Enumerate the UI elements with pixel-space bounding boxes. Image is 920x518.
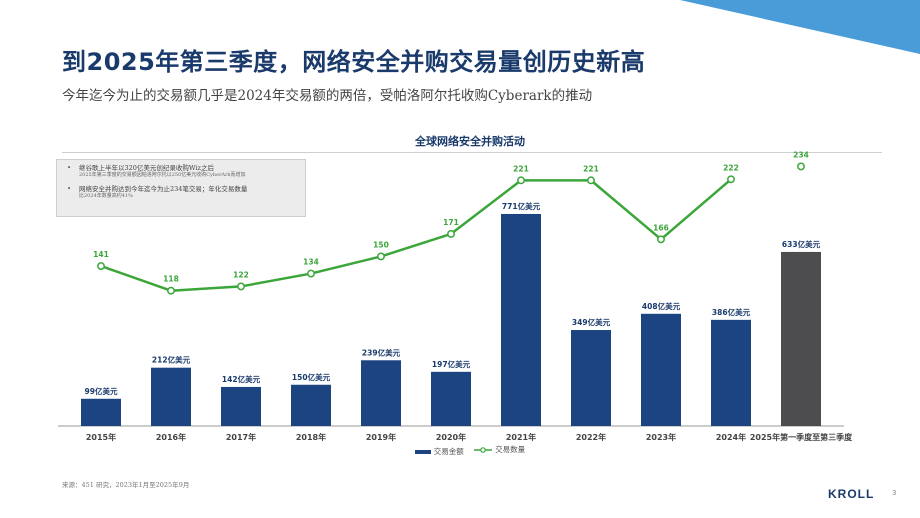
- chart-legend: 交易金额 交易数量: [0, 444, 920, 457]
- bar-value-label: 197亿美元: [432, 359, 471, 369]
- kroll-logo: KROLL: [828, 487, 875, 501]
- bar-value-label: 386亿美元: [712, 307, 751, 317]
- x-tick-label: 2019年: [366, 432, 396, 442]
- legend-label-count: 交易数量: [495, 445, 526, 454]
- notes-box: 继谷歌上半年以320亿美元创纪录收购Wiz之后 2025年第三季度的交易额因帕洛…: [56, 159, 306, 217]
- bar: [641, 313, 681, 426]
- bar-value-label: 239亿美元: [362, 347, 401, 357]
- bar: [361, 360, 401, 426]
- x-tick-label: 2015年: [86, 432, 116, 442]
- x-tick-label: 2018年: [296, 432, 326, 442]
- bar-value-label: 408亿美元: [642, 301, 681, 311]
- bar-value-label: 349亿美元: [572, 317, 611, 327]
- note-sub: 比2024年数量高约41%: [79, 193, 133, 199]
- bar: [221, 386, 261, 426]
- x-tick-label: 2022年: [576, 432, 606, 442]
- count-value-label: 122: [233, 270, 249, 279]
- x-tick-label: 2017年: [226, 432, 256, 442]
- bar: [151, 367, 191, 426]
- legend-entry-count: 交易数量: [474, 444, 525, 455]
- note-item: 网络安全并购达到今年迄今为止234笔交易；年化交易数量 比2024年数量高约41…: [65, 185, 297, 200]
- bar: [781, 251, 821, 426]
- bar-value-label: 99亿美元: [85, 386, 118, 396]
- count-line: [100, 178, 732, 292]
- count-value-label: 171: [443, 218, 459, 227]
- count-value-label: 118: [163, 275, 179, 284]
- bar: [571, 330, 611, 426]
- x-tick-label: 2024年: [716, 432, 746, 442]
- count-point: [377, 252, 385, 261]
- bar-value-label: 771亿美元: [502, 201, 541, 211]
- x-tick-label: 2016年: [156, 432, 186, 442]
- corner-accent-polygon: [680, 0, 920, 54]
- count-value-label: 134: [303, 258, 319, 267]
- count-value-label: 221: [513, 164, 529, 173]
- count-point: [517, 176, 525, 185]
- bar: [711, 319, 751, 426]
- count-value-label: 166: [653, 223, 669, 232]
- legend-label-amount: 交易金额: [433, 447, 464, 456]
- count-value-label: 222: [723, 163, 739, 172]
- x-tick-label: 2021年: [506, 432, 536, 442]
- source-note: 来源：451 研究，2023年1月至2025年9月: [62, 481, 190, 489]
- count-point: [797, 162, 805, 171]
- count-point: [307, 269, 315, 278]
- legend-swatch-line: [474, 446, 493, 453]
- bar: [501, 213, 541, 426]
- count-value-label: 150: [373, 240, 389, 249]
- legend-swatch-bar: [414, 449, 431, 454]
- bar-value-label: 212亿美元: [152, 355, 191, 365]
- note-head: 网络安全并购达到今年迄今为止234笔交易；年化交易数量: [79, 185, 248, 193]
- count-point: [447, 229, 455, 238]
- count-value-label: 221: [583, 164, 599, 173]
- count-point: [727, 175, 735, 184]
- count-value-label: 141: [93, 250, 109, 259]
- count-point: [237, 282, 245, 291]
- bar-value-label: 142亿美元: [222, 374, 261, 384]
- bar: [81, 398, 121, 426]
- chart-title-rule: [62, 152, 882, 153]
- count-point: [587, 176, 595, 185]
- corner-accent-shape: [680, 0, 920, 54]
- legend-swatch-dot: [480, 446, 486, 453]
- chart-title: 全球网络安全并购活动: [415, 135, 525, 148]
- bar: [431, 371, 471, 426]
- count-point: [167, 286, 175, 295]
- note-head: 继谷歌上半年以320亿美元创纪录收购Wiz之后: [79, 164, 214, 172]
- page-number: 3: [892, 489, 897, 497]
- bar-value-label: 633亿美元: [782, 239, 821, 249]
- x-tick-label: 2025年第一季度至第三季度: [750, 432, 853, 442]
- x-tick-label: 2023年: [646, 432, 676, 442]
- x-tick-label: 2020年: [436, 432, 466, 442]
- bar: [291, 384, 331, 426]
- legend-entry-amount: 交易金额: [414, 446, 464, 457]
- page-subtitle: 今年迄今为止的交易额几乎是2024年交易额的两倍，受帕洛阿尔托收购Cyberar…: [62, 88, 593, 104]
- note-sub: 2025年第三季度的交易额因帕洛阿尔托以250亿美元收购CyberArk而增加: [79, 172, 246, 178]
- count-point: [657, 235, 665, 244]
- bar-value-label: 150亿美元: [292, 372, 331, 382]
- note-item: 继谷歌上半年以320亿美元创纪录收购Wiz之后 2025年第三季度的交易额因帕洛…: [65, 164, 297, 179]
- count-point: [97, 262, 105, 271]
- page-title: 到2025年第三季度，网络安全并购交易量创历史新高: [62, 48, 646, 76]
- count-value-label: 234: [793, 150, 809, 159]
